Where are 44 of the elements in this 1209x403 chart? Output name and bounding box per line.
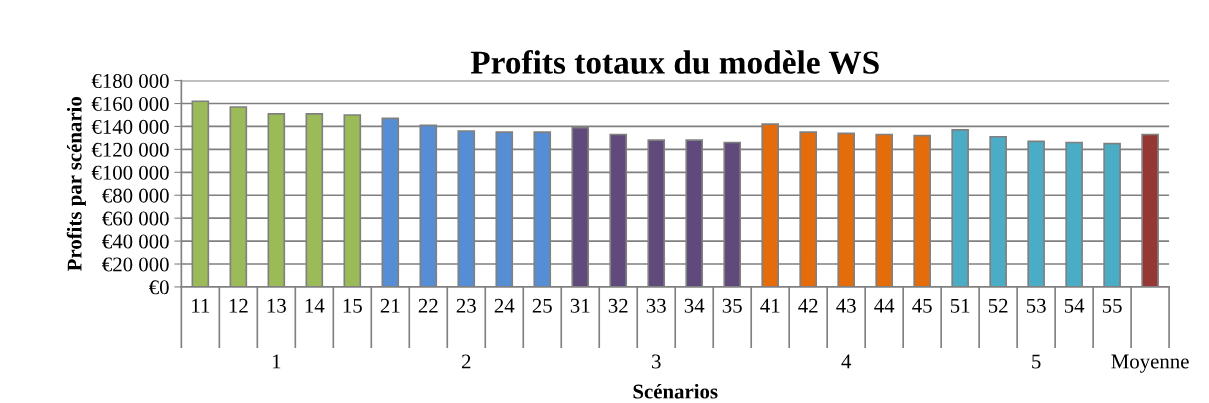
chart-title: Profits totaux du modèle WS bbox=[470, 50, 879, 75]
y-tick-label: €120 000 bbox=[91, 142, 169, 157]
x-tick-label: 42 bbox=[798, 298, 818, 313]
x-tick-label: 14 bbox=[305, 298, 325, 313]
x-tick-label: 31 bbox=[570, 298, 590, 313]
y-tick-label: €40 000 bbox=[102, 234, 169, 249]
x-tick-label: 32 bbox=[608, 298, 628, 313]
x-tick-label: 55 bbox=[1102, 298, 1122, 313]
text: 5 bbox=[1032, 354, 1041, 369]
x-tick-label: 45 bbox=[912, 298, 932, 313]
x-tick-label: 12 bbox=[229, 298, 248, 313]
x-tick-label: 44 bbox=[874, 298, 895, 313]
x-tick-label: 41 bbox=[760, 298, 780, 313]
text: 1 bbox=[272, 354, 281, 369]
x-tick-label: 53 bbox=[1026, 298, 1046, 313]
x-tick-label: 52 bbox=[988, 298, 1008, 313]
x-tick-label: 22 bbox=[418, 298, 438, 313]
text: 3 bbox=[652, 354, 661, 369]
y-tick-label: €180 000 bbox=[91, 73, 169, 89]
y-tick-label: €80 000 bbox=[102, 188, 169, 203]
y-tick-label: €0 bbox=[149, 280, 169, 295]
x-tick-label: 54 bbox=[1064, 298, 1085, 313]
x-tick-label: 21 bbox=[380, 298, 400, 313]
y-tick-label: €160 000 bbox=[91, 96, 169, 111]
x-tick-label: 34 bbox=[684, 298, 705, 313]
x-tick-label: 35 bbox=[722, 298, 742, 313]
x-tick-label: 33 bbox=[646, 298, 666, 313]
x-tick-label: 25 bbox=[532, 298, 552, 313]
x-tick-label: 43 bbox=[836, 298, 856, 313]
y-tick-label: €20 000 bbox=[102, 257, 169, 272]
text: 2 bbox=[461, 354, 471, 369]
x-tick-label: 11 bbox=[192, 298, 210, 313]
text: Moyenne bbox=[1111, 354, 1189, 373]
y-axis-title: Profits par scénario bbox=[66, 96, 86, 271]
x-tick-label: 23 bbox=[456, 298, 476, 313]
x-axis-title: Scénarios bbox=[633, 383, 718, 399]
y-tick-label: €100 000 bbox=[91, 165, 169, 180]
y-tick-label: €60 000 bbox=[102, 211, 169, 226]
x-tick-label: 15 bbox=[343, 298, 362, 313]
y-tick-label: €140 000 bbox=[91, 119, 169, 134]
x-tick-label: 51 bbox=[950, 298, 970, 313]
text: 4 bbox=[841, 354, 852, 369]
x-tick-label: 24 bbox=[494, 298, 515, 313]
x-tick-label: 13 bbox=[267, 298, 286, 313]
